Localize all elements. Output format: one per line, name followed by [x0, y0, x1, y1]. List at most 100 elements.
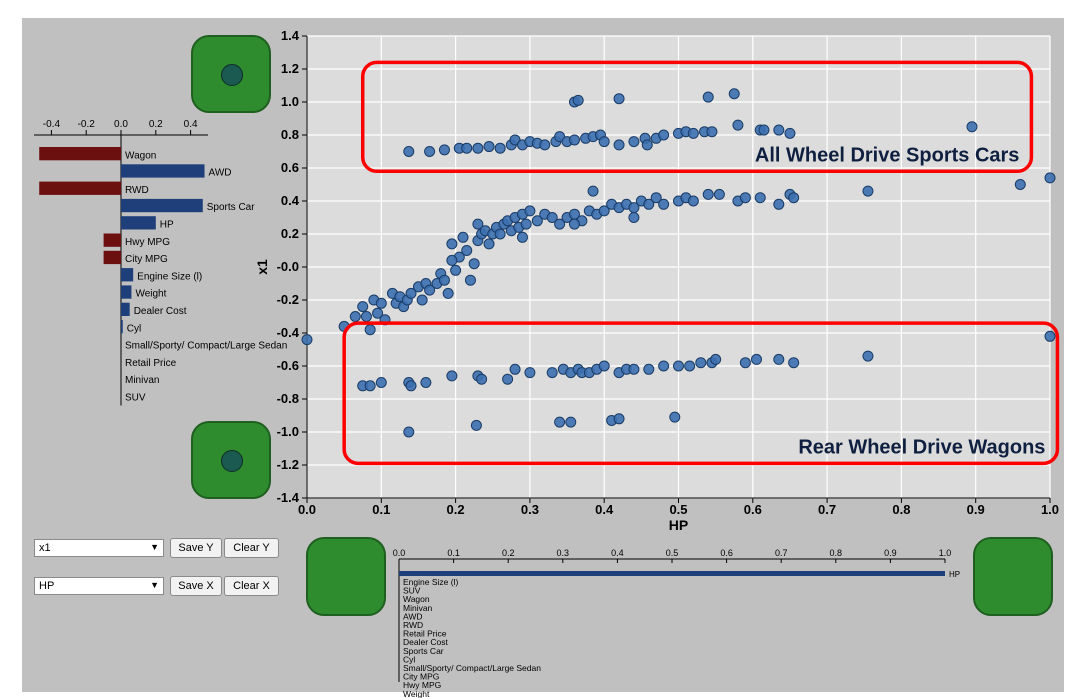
left-bar: [39, 147, 121, 161]
bottom-bar-label: AWD: [403, 611, 423, 621]
y-tick-label: 0.6: [281, 160, 299, 175]
scatter-point: [1044, 172, 1056, 184]
y-tick-label: -1.4: [277, 490, 300, 505]
x-axis-select[interactable]: HP ▼: [34, 577, 164, 595]
bottom-bar-label: Dealer Cost: [403, 637, 449, 647]
y-axis-select[interactable]: x1 ▼: [34, 539, 164, 557]
x-tick-label: 0.5: [669, 502, 687, 517]
scatter-point: [673, 360, 684, 372]
scatter-point: [424, 146, 436, 157]
drag-handle-top-left[interactable]: [191, 35, 271, 113]
knob-icon: [221, 64, 243, 86]
bottom-bar-label: Retail Price: [403, 629, 447, 639]
bottom-bar-label: HP: [949, 570, 960, 579]
scatter-point: [483, 238, 495, 250]
scatter-point: [568, 134, 580, 146]
scatter-point: [565, 416, 577, 428]
y-tick-label: -0.0: [277, 259, 299, 274]
y-tick-label: 0.8: [281, 127, 299, 142]
x-tick-label: 0.4: [595, 502, 614, 517]
scatter-point: [476, 373, 488, 385]
y-tick-label: -1.0: [277, 424, 299, 439]
left-bar: [103, 250, 121, 265]
clear-x-button[interactable]: Clear X: [224, 576, 279, 596]
scatter-point: [628, 212, 640, 223]
scatter-point: [713, 188, 725, 200]
scatter-point: [468, 258, 480, 270]
drag-handle-bottom-right[interactable]: [973, 537, 1053, 616]
bottom-bar-tick-label: 0.4: [611, 548, 624, 558]
scatter-point: [773, 353, 785, 365]
scatter-point: [687, 127, 699, 139]
scatter-point: [739, 357, 751, 369]
save-x-button[interactable]: Save X: [170, 576, 222, 596]
left-bar-label: Small/Sporty/ Compact/Large Sedan: [125, 341, 287, 352]
scatter-point: [461, 245, 473, 256]
left-bar-label: Sports Car: [207, 202, 255, 213]
bottom-bar-tick-label: 0.3: [557, 548, 570, 558]
scatter-point: [710, 353, 722, 365]
x-tick-label: 0.8: [892, 502, 910, 517]
scatter-point: [464, 274, 476, 286]
scatter-point: [375, 377, 387, 388]
left-bar: [121, 268, 134, 282]
left-bar-tick-label: -0.4: [43, 119, 61, 130]
x-tick-label: 0.3: [521, 502, 539, 517]
bottom-bar-label: City MPG: [403, 672, 439, 682]
y-tick-label: 0.2: [281, 226, 299, 241]
scatter-point: [613, 139, 625, 151]
left-bar-tick-label: 0.4: [184, 119, 198, 130]
drag-handle-bottom-center[interactable]: [306, 537, 386, 616]
scatter-point: [739, 192, 751, 204]
scatter-point: [494, 228, 506, 240]
scatter-point: [862, 185, 874, 197]
left-bar: [121, 320, 123, 334]
bottom-bar-tick-label: 0.6: [720, 548, 733, 558]
scatter-point: [472, 218, 484, 230]
scatter-point: [554, 218, 566, 230]
scatter-point: [1014, 179, 1026, 190]
y-axis-label: x1: [254, 259, 270, 275]
scatter-point: [372, 307, 384, 319]
left-bar-label: Engine Size (l): [137, 271, 202, 282]
y-tick-label: 1.4: [281, 28, 300, 43]
save-y-button[interactable]: Save Y: [170, 538, 222, 558]
scatter-point: [364, 380, 376, 392]
bottom-bar-tick-label: 0.8: [830, 548, 843, 558]
scatter-point: [613, 413, 625, 425]
x-axis-label: HP: [669, 517, 688, 533]
bottom-bar-label: RWD: [403, 620, 423, 630]
scatter-point: [773, 198, 785, 210]
scatter-point: [702, 91, 714, 103]
y-tick-label: -0.4: [277, 325, 300, 340]
drag-handle-bottom-left[interactable]: [191, 421, 271, 499]
scatter-point: [470, 419, 482, 431]
scatter-point: [862, 350, 874, 362]
scatter-point: [446, 254, 458, 266]
scatter-point: [598, 205, 610, 217]
scatter-point: [349, 311, 361, 322]
highlight-box: [360, 60, 1034, 174]
scatter-point: [450, 264, 462, 276]
scatter-point: [598, 136, 610, 148]
bottom-bar-tick-label: 0.1: [447, 548, 460, 558]
scatter-point: [966, 121, 978, 133]
clear-y-button[interactable]: Clear Y: [224, 538, 279, 558]
left-bar-label: AWD: [209, 168, 232, 179]
scatter-point: [628, 363, 640, 375]
left-bar-label: RWD: [125, 185, 149, 196]
y-tick-label: -1.2: [277, 457, 299, 472]
bottom-bar-label: Hwy MPG: [403, 680, 441, 690]
knob-icon: [221, 450, 243, 472]
x-tick-label: 1.0: [1041, 502, 1059, 517]
bottom-bar-label: Sports Car: [403, 646, 444, 656]
bottom-bar-tick-label: 0.5: [666, 548, 679, 558]
x-tick-label: 0.2: [447, 502, 465, 517]
x-tick-label: 0.9: [967, 502, 985, 517]
scatter-point: [405, 287, 417, 299]
left-bar-label: Cyl: [127, 323, 141, 334]
scatter-point: [516, 231, 528, 243]
y-select-value: x1: [39, 542, 51, 554]
scatter-point: [788, 192, 800, 204]
scatter-point: [758, 124, 770, 136]
